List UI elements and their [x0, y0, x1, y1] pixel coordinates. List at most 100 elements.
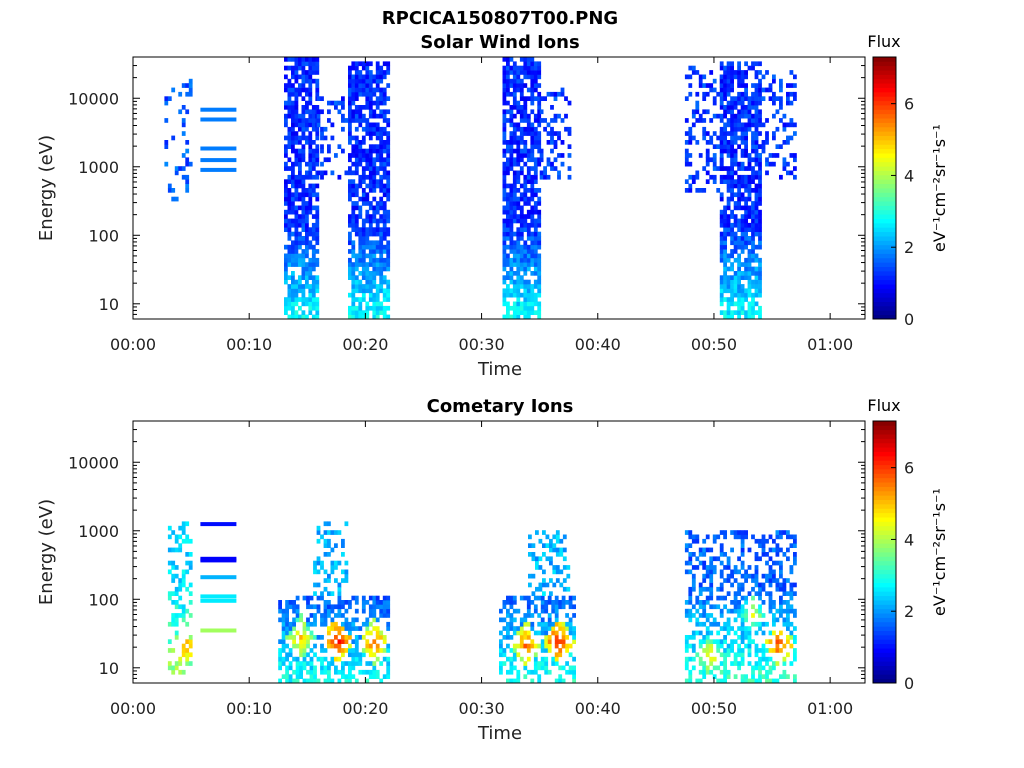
flux-cell — [361, 669, 366, 675]
flux-cell — [382, 209, 387, 215]
flux-cell — [723, 179, 727, 184]
flux-cell — [772, 604, 776, 610]
x-axis-ticks-solar-wind: 00:00 00:10 00:20 00:30 00:40 00:50 01:00 — [110, 57, 853, 354]
flux-cell — [298, 253, 302, 259]
flux-cell — [294, 284, 299, 289]
flux-cell — [509, 105, 514, 110]
flux-cell — [361, 157, 366, 163]
flux-cell — [684, 635, 689, 640]
flux-cell — [278, 661, 282, 666]
flux-cell — [316, 122, 321, 128]
flux-cell — [530, 236, 535, 241]
flux-cell — [516, 292, 521, 298]
colorbar-step — [873, 630, 896, 636]
flux-cell — [747, 305, 752, 311]
flux-cell — [775, 96, 780, 101]
flux-cell — [751, 205, 755, 211]
flux-cell — [782, 600, 787, 605]
flux-cell — [320, 661, 324, 666]
flux-cell — [758, 78, 762, 84]
flux-cell — [291, 201, 295, 206]
flux-cell — [537, 70, 542, 75]
flux-cell — [765, 639, 769, 644]
flux-cell — [740, 288, 745, 294]
flux-cell — [709, 573, 714, 579]
flux-cell — [348, 153, 352, 158]
flux-cell — [309, 674, 314, 679]
flux-cell — [291, 87, 295, 93]
flux-cell — [291, 91, 295, 97]
flux-cell — [291, 118, 295, 123]
flux-cell — [315, 288, 320, 294]
flux-cell — [188, 552, 193, 557]
flux-cell — [315, 70, 320, 75]
flux-cell — [302, 678, 307, 684]
flux-cell — [372, 144, 377, 149]
flux-cell — [530, 140, 535, 145]
flux-cell — [754, 174, 759, 180]
flux-cell — [747, 314, 752, 320]
flux-cell — [552, 569, 557, 575]
flux-cell — [315, 135, 320, 141]
colorbar-step — [873, 608, 896, 614]
flux-cell — [751, 148, 755, 154]
flux-cell — [523, 314, 528, 320]
flux-cell — [733, 591, 738, 596]
flux-cell — [348, 214, 352, 219]
flux-cell — [295, 604, 300, 610]
flux-cell — [533, 131, 538, 136]
flux-cell — [740, 196, 745, 202]
flux-cell — [758, 284, 762, 289]
flux-cell — [719, 135, 724, 141]
flux-cell — [368, 179, 373, 184]
flux-cell — [751, 244, 755, 250]
flux-cell — [740, 621, 745, 627]
flux-cell — [526, 222, 531, 228]
flux-cell — [309, 665, 314, 671]
flux-cell — [512, 140, 517, 145]
flux-cell — [723, 652, 727, 658]
flux-cell — [334, 613, 338, 618]
flux-cell — [530, 192, 535, 198]
flux-cell — [502, 635, 507, 640]
flux-cell — [516, 240, 521, 246]
flux-cell — [547, 648, 552, 653]
flux-cell — [516, 157, 521, 163]
flux-cell — [509, 209, 514, 215]
flux-cell — [287, 288, 292, 294]
flux-cell — [327, 109, 331, 115]
flux-cell — [188, 643, 193, 649]
flux-cell — [382, 222, 387, 228]
flux-cell — [519, 196, 524, 202]
flux-cell — [344, 674, 349, 679]
flux-cell — [775, 552, 780, 557]
flux-cell — [758, 314, 762, 320]
flux-cell — [772, 578, 776, 583]
flux-cell — [509, 231, 514, 237]
flux-cell — [684, 131, 689, 136]
flux-cell — [382, 674, 387, 679]
flux-cell — [311, 257, 316, 263]
flux-cell — [526, 656, 531, 662]
flux-cell — [375, 244, 380, 250]
flux-cell — [723, 227, 727, 232]
flux-cell — [535, 565, 539, 570]
flux-cell — [761, 582, 766, 588]
flux-cell — [723, 669, 727, 675]
flux-cell — [698, 547, 703, 553]
flux-cell — [537, 196, 542, 202]
flux-cell — [375, 144, 380, 149]
flux-cell — [337, 600, 342, 605]
flux-cell — [747, 565, 752, 570]
flux-cell — [758, 201, 762, 206]
flux-cell — [509, 621, 514, 627]
colorbar-step — [873, 477, 896, 483]
flux-cell — [361, 257, 366, 263]
flux-cell — [502, 118, 507, 123]
flux-cell — [789, 565, 794, 570]
flux-cell — [530, 91, 535, 97]
flux-cell — [744, 105, 748, 110]
flux-cell — [372, 310, 377, 315]
flux-cell — [382, 648, 387, 653]
